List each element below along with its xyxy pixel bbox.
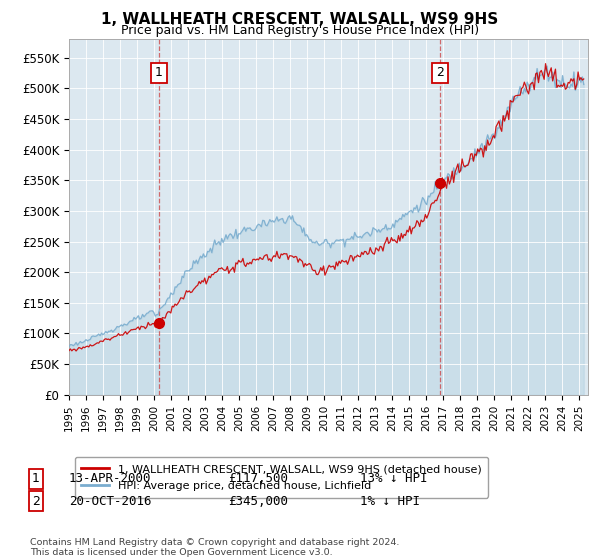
Text: 13% ↓ HPI: 13% ↓ HPI [360, 472, 427, 486]
Legend: 1, WALLHEATH CRESCENT, WALSALL, WS9 9HS (detached house), HPI: Average price, de: 1, WALLHEATH CRESCENT, WALSALL, WS9 9HS … [74, 458, 488, 498]
Text: 1: 1 [155, 67, 163, 80]
Text: 2: 2 [32, 494, 40, 508]
Text: 1: 1 [32, 472, 40, 486]
Text: Contains HM Land Registry data © Crown copyright and database right 2024.
This d: Contains HM Land Registry data © Crown c… [30, 538, 400, 557]
Text: 20-OCT-2016: 20-OCT-2016 [69, 494, 151, 508]
Text: 2: 2 [436, 67, 444, 80]
Text: 13-APR-2000: 13-APR-2000 [69, 472, 151, 486]
Text: Price paid vs. HM Land Registry's House Price Index (HPI): Price paid vs. HM Land Registry's House … [121, 24, 479, 37]
Text: £117,500: £117,500 [228, 472, 288, 486]
Text: 1% ↓ HPI: 1% ↓ HPI [360, 494, 420, 508]
Text: £345,000: £345,000 [228, 494, 288, 508]
Text: 1, WALLHEATH CRESCENT, WALSALL, WS9 9HS: 1, WALLHEATH CRESCENT, WALSALL, WS9 9HS [101, 12, 499, 27]
